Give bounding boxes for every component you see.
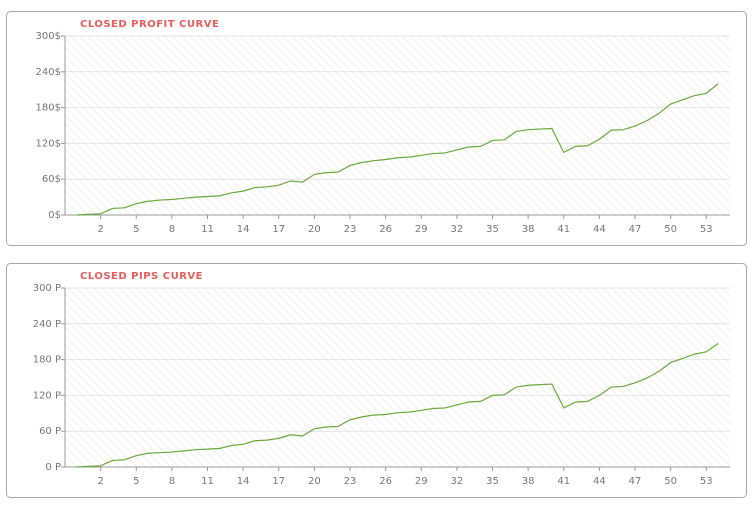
y-tick-label: 120 P <box>33 390 61 401</box>
data-line <box>76 83 719 216</box>
x-tick-label: 32 <box>451 476 464 487</box>
x-tick-label: 14 <box>237 224 250 235</box>
y-tick-label: 120$ <box>36 138 61 149</box>
x-tick-label: 38 <box>522 224 535 235</box>
x-tick-label: 44 <box>593 224 606 235</box>
chart-title: CLOSED PIPS CURVE <box>80 271 203 282</box>
x-tick-label: 14 <box>237 476 250 487</box>
y-tick-label: 60$ <box>42 174 61 185</box>
y-tick-label: 0 P <box>45 462 61 473</box>
x-tick-label: 44 <box>593 476 606 487</box>
x-tick-label: 53 <box>700 224 713 235</box>
y-tick-label: 0$ <box>48 210 61 221</box>
x-tick-label: 41 <box>557 476 570 487</box>
x-tick-label: 8 <box>169 224 175 235</box>
x-tick-label: 23 <box>344 476 357 487</box>
y-tick-label: 180 P <box>33 355 61 366</box>
x-tick-label: 47 <box>629 224 642 235</box>
x-tick-label: 11 <box>201 476 214 487</box>
x-tick-label: 2 <box>97 476 103 487</box>
x-tick-label: 53 <box>700 476 713 487</box>
x-tick-label: 5 <box>133 224 139 235</box>
x-tick-label: 29 <box>415 224 428 235</box>
x-tick-label: 29 <box>415 476 428 487</box>
x-tick-label: 17 <box>272 224 285 235</box>
x-tick-label: 50 <box>664 224 677 235</box>
x-tick-label: 47 <box>629 476 642 487</box>
x-tick-label: 26 <box>379 476 392 487</box>
x-tick-label: 38 <box>522 476 535 487</box>
x-tick-label: 20 <box>308 224 321 235</box>
x-tick-label: 17 <box>272 476 285 487</box>
y-tick-label: 180$ <box>36 103 61 114</box>
x-tick-label: 50 <box>664 476 677 487</box>
x-tick-label: 2 <box>97 224 103 235</box>
y-tick-label: 300$ <box>36 31 61 42</box>
x-tick-label: 11 <box>201 224 214 235</box>
x-tick-label: 41 <box>557 224 570 235</box>
x-tick-label: 20 <box>308 476 321 487</box>
x-tick-label: 35 <box>486 224 499 235</box>
y-tick-label: 240$ <box>36 67 61 78</box>
x-tick-label: 26 <box>379 224 392 235</box>
y-tick-label: 60 P <box>39 426 61 437</box>
plot-area <box>65 288 730 467</box>
x-tick-label: 23 <box>344 224 357 235</box>
x-tick-label: 8 <box>169 476 175 487</box>
x-tick-label: 32 <box>451 224 464 235</box>
y-tick-label: 240 P <box>33 319 61 330</box>
plot-area <box>65 36 730 215</box>
x-tick-label: 35 <box>486 476 499 487</box>
data-line <box>76 342 719 468</box>
x-tick-label: 5 <box>133 476 139 487</box>
chart-title: CLOSED PROFIT CURVE <box>80 19 219 30</box>
y-tick-label: 300 P <box>33 283 61 294</box>
